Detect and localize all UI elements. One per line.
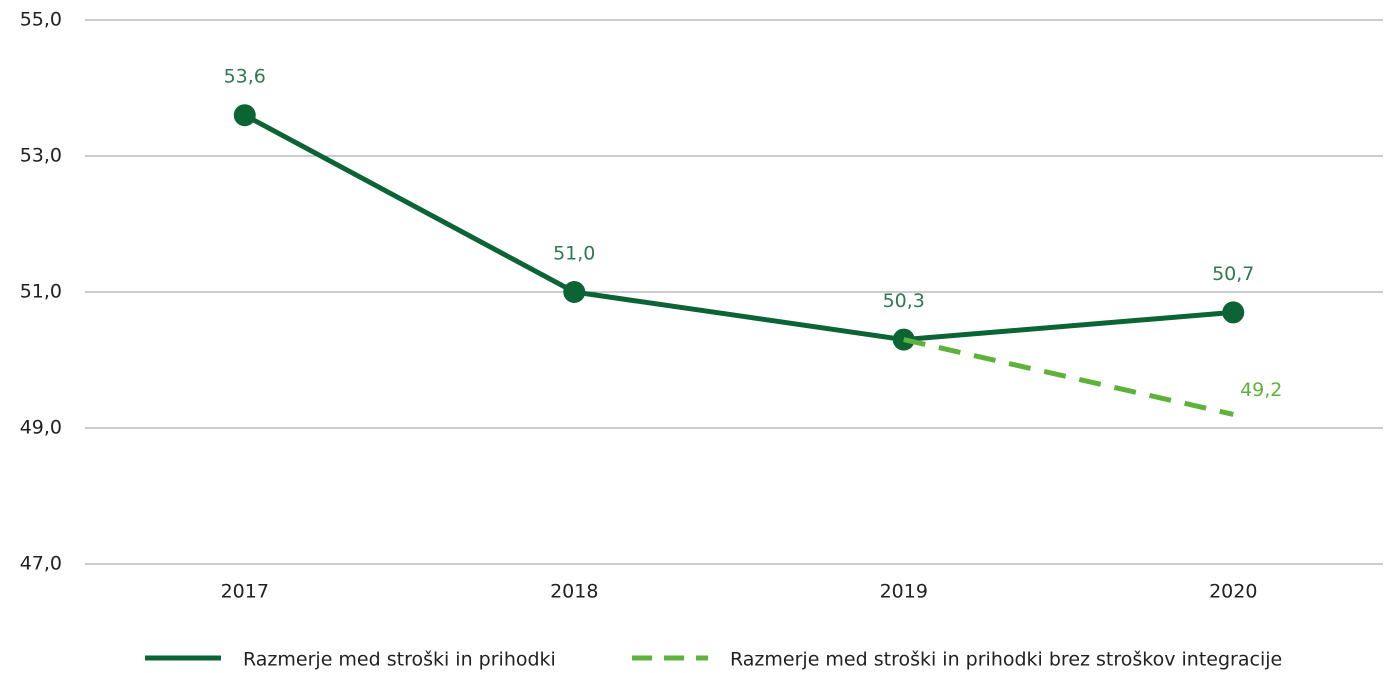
- data-label: 53,6: [224, 66, 266, 88]
- legend-label: Razmerje med stroški in prihodki: [243, 649, 556, 671]
- series-line: [243, 112, 1234, 343]
- legend-label: Razmerje med stroški in prihodki brez st…: [730, 649, 1282, 671]
- y-tick-label: 51,0: [20, 281, 62, 303]
- y-tick-label: 47,0: [20, 553, 62, 575]
- x-tick-label: 2017: [221, 581, 269, 603]
- data-label: 50,7: [1212, 263, 1254, 285]
- y-tick-label: 55,0: [20, 9, 62, 31]
- marker: [1222, 301, 1245, 324]
- marker: [233, 104, 256, 127]
- y-tick-label: 53,0: [20, 145, 62, 167]
- data-label: 49,2: [1240, 379, 1282, 401]
- series-line: [903, 337, 1234, 417]
- y-tick-label: 49,0: [20, 417, 62, 439]
- data-label: 50,3: [883, 290, 925, 312]
- x-tick-label: 2020: [1209, 581, 1257, 603]
- data-label: 51,0: [553, 243, 595, 265]
- x-tick-label: 2018: [550, 581, 598, 603]
- x-tick-label: 2019: [880, 581, 928, 603]
- marker: [563, 281, 586, 303]
